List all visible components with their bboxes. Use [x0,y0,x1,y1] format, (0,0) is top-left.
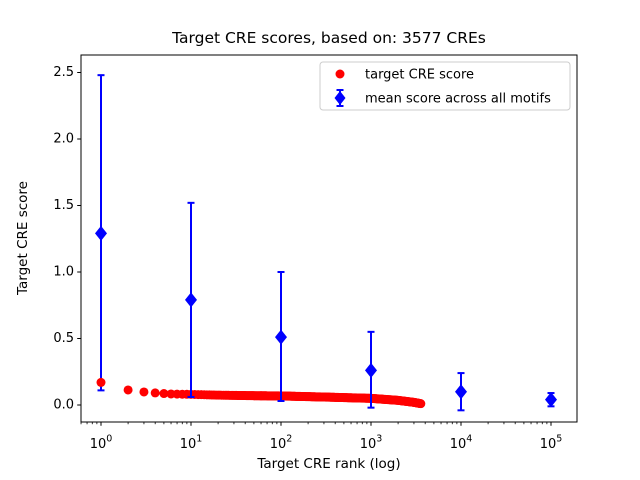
mean-score-errorbar [95,74,107,392]
legend-blue-diamond-errorbar-icon [334,89,346,107]
mean-score-diamond [95,225,107,241]
mean-score-errorbar [365,330,377,409]
target-score-dot [150,388,160,398]
mean-score-diamond [185,292,197,308]
plot-area [80,54,578,423]
y-tick-label: 2.5 [53,65,74,80]
y-tick-label: 1.5 [53,198,74,213]
y-tick-label: 2.0 [53,132,74,147]
mean-score-diamond [545,392,557,408]
x-tick-label: 105 [540,434,563,453]
mean-score-diamond [365,362,377,378]
legend: target CRE score mean score across all m… [319,61,571,111]
mean-score-diamond [455,384,467,400]
target-score-dot [96,377,106,387]
y-tick-label: 0.0 [53,398,74,413]
legend-box [319,61,571,111]
mean-score-errorbar [185,201,197,399]
mean-score-diamond [275,329,287,345]
x-tick-label: 100 [90,434,113,453]
x-tick-label: 104 [450,434,473,453]
x-tick-label: 101 [180,434,203,453]
mean-score-errorbar [545,392,557,408]
target-score-dot [139,387,149,397]
legend-label-mean: mean score across all motifs [365,92,551,107]
target-score-dot [159,389,169,399]
chart-title: Target CRE scores, based on: 3577 CREs [171,29,486,47]
y-tick-label: 1.0 [53,265,74,280]
axis-major-ticks [77,72,552,426]
legend-label-target: target CRE score [365,68,474,83]
target-score-rank1-point [96,377,106,387]
legend-red-circle-icon [335,69,345,79]
mean-score-errorbars [95,74,557,412]
x-tick-label: 103 [360,434,383,453]
y-tick-label: 0.5 [53,331,74,346]
x-tick-label: 102 [270,434,293,453]
x-minor-ticks [80,422,548,425]
axis-tick-labels: 100 101 102 103 104 105 0.0 0.5 1.0 1.5 2.0 2.5 [53,65,562,452]
mean-score-errorbar [275,271,287,403]
target-score-dot [416,399,426,409]
target-score-dot [123,385,133,395]
y-axis-label: Target CRE score [15,181,31,296]
x-axis-label: Target CRE rank (log) [256,456,400,472]
mean-score-errorbar [455,372,467,412]
